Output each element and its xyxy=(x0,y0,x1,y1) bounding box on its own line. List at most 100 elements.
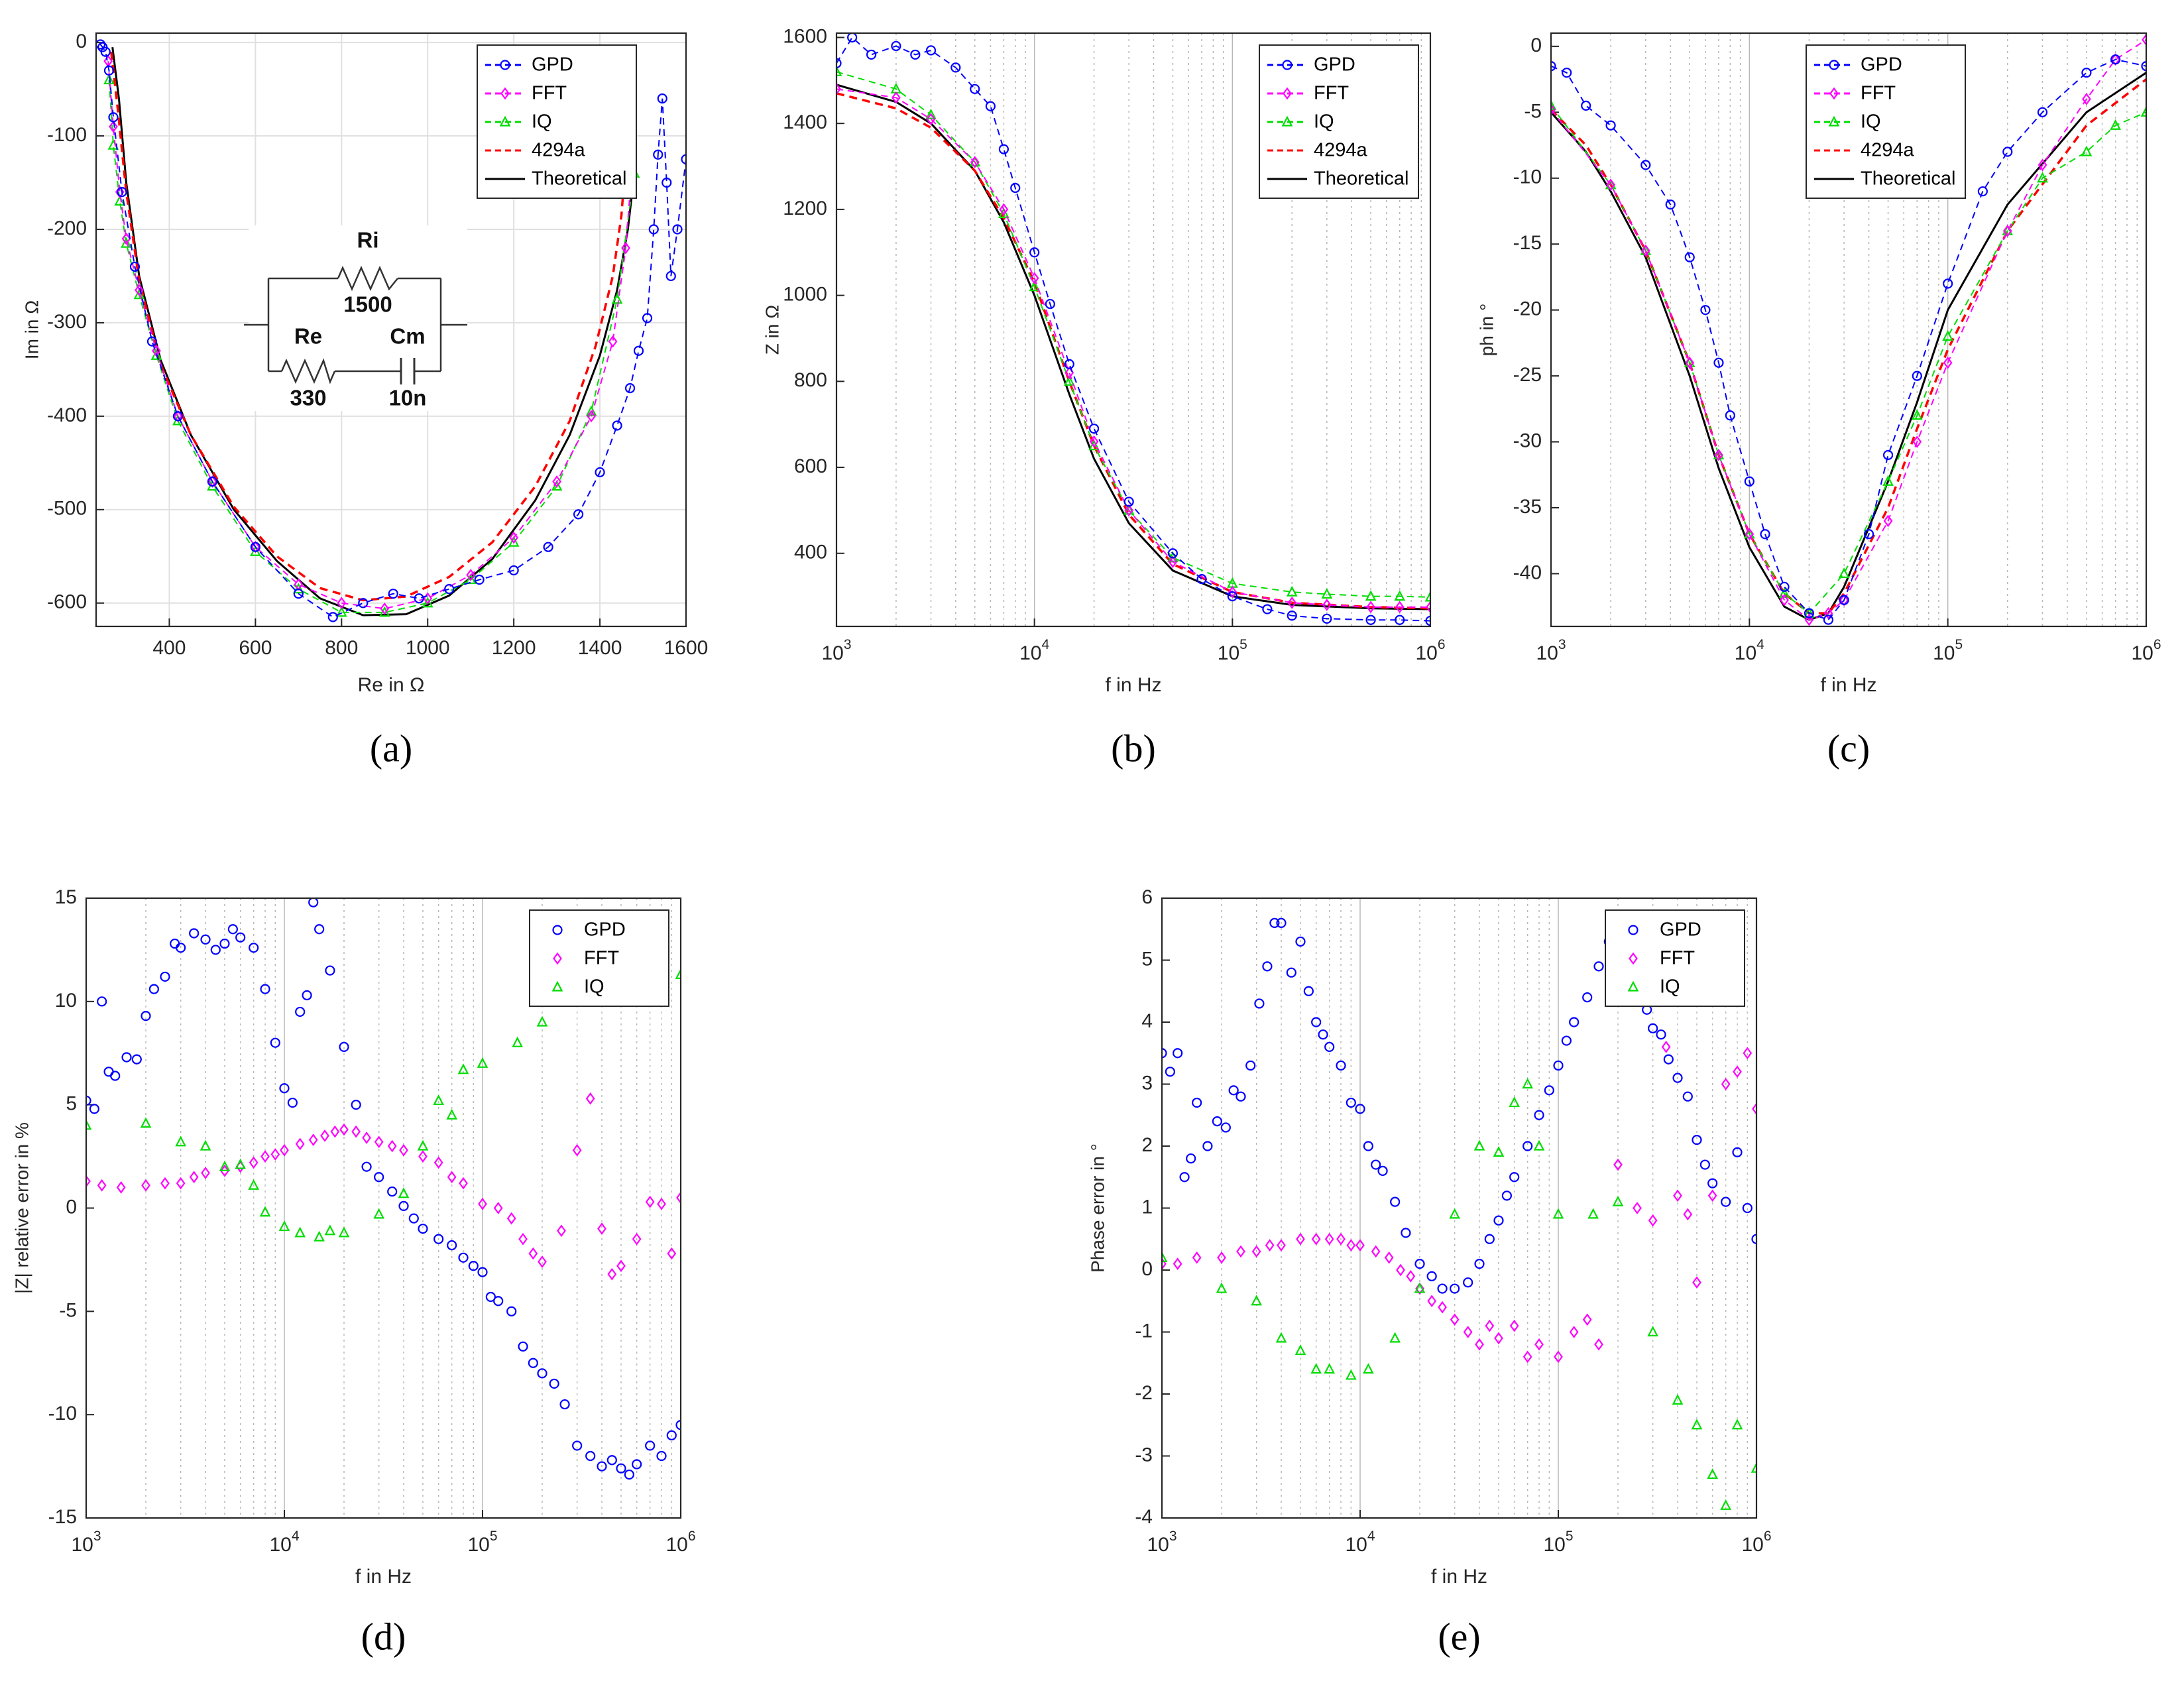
series-fft-point xyxy=(1804,613,1814,626)
series-gpd-point xyxy=(2037,107,2048,117)
series-gpd-point xyxy=(1173,1048,1183,1059)
series-gpd-line xyxy=(99,44,686,618)
series-fft-point xyxy=(645,1195,655,1208)
series-fft-point xyxy=(1943,356,1953,369)
circuit-label-cm: Cm xyxy=(390,324,425,349)
panel-caption: (c) xyxy=(1827,726,1870,770)
series-iq-point xyxy=(1713,449,1725,460)
series-gpd-point xyxy=(200,934,211,945)
series-fft-point xyxy=(1606,178,1615,192)
series-fft-point xyxy=(1661,1041,1671,1053)
series-gpd-point xyxy=(1123,496,1134,507)
series-gpd-point xyxy=(121,1052,132,1063)
series-fft-point xyxy=(2142,33,2146,46)
series-gpd-point xyxy=(493,1296,504,1307)
series-fft-line xyxy=(1551,39,2146,621)
series-iq-point xyxy=(446,1108,457,1120)
y-tick-label: 0 xyxy=(1530,34,1542,56)
legend-label-fft: FFT xyxy=(1660,948,1695,969)
y-tick-label: -1 xyxy=(1135,1320,1153,1342)
series-gpd-point xyxy=(1882,449,1894,461)
axes-box xyxy=(835,32,1432,628)
legend: GPD FFT IQ 4294a Theoretical xyxy=(1806,44,1966,199)
series-iq-point xyxy=(1587,1208,1599,1219)
series-gpd-point xyxy=(1561,1035,1572,1046)
series-gpd-point xyxy=(1286,967,1296,978)
series-gpd-point xyxy=(1426,1271,1437,1281)
series-gpd-point xyxy=(148,984,159,994)
legend-label-iq: IQ xyxy=(532,111,552,133)
series-gpd-point xyxy=(485,1291,496,1303)
series-iq-point xyxy=(969,156,981,167)
y-tick-label: 400 xyxy=(794,542,827,563)
series-gpd-point xyxy=(595,467,605,478)
series-fft-point xyxy=(506,1212,516,1225)
series-iq-point xyxy=(1647,1326,1658,1337)
series-gpd-point xyxy=(1760,529,1770,540)
series-fft-point xyxy=(116,1181,126,1194)
y-tick-label: 1600 xyxy=(783,25,827,47)
series-fft-point xyxy=(1743,1047,1753,1060)
series-gpd-point xyxy=(1276,917,1287,929)
series-gpd-point xyxy=(1732,1147,1743,1157)
series-gpd-point xyxy=(1943,278,1953,289)
legend-marker xyxy=(1627,980,1639,992)
series-iq-point xyxy=(1707,1468,1718,1480)
series-fft-point xyxy=(891,91,901,104)
x-tick-label: 104 xyxy=(1345,1529,1375,1556)
series-fft-point xyxy=(270,1148,280,1161)
series-fft-point xyxy=(676,1191,681,1204)
y-tick-label: 1400 xyxy=(783,111,827,133)
x-tick-label: 105 xyxy=(1543,1529,1573,1556)
series-gpd-point xyxy=(1088,424,1100,434)
series-fft-point xyxy=(97,1179,107,1192)
series-gpd-point xyxy=(1484,1234,1495,1244)
series-gpd-point xyxy=(1863,529,1874,540)
series-gpd-point xyxy=(653,149,663,160)
series-gpd-point xyxy=(633,345,644,356)
series-iq-point xyxy=(314,1230,325,1242)
series-iq-point xyxy=(1493,1145,1505,1157)
series-gpd-point xyxy=(1318,1029,1328,1040)
series-gpd-point xyxy=(1551,61,1556,72)
series-fft-point xyxy=(509,531,519,544)
series-gpd-point xyxy=(998,144,1009,154)
series-gpd-point xyxy=(597,1461,607,1472)
series-gpd-point xyxy=(270,1037,280,1048)
series-fft-point xyxy=(1685,356,1695,369)
series-fft-point xyxy=(999,203,1009,216)
series-fft-point xyxy=(1355,1239,1365,1251)
legend: GPD FFT IQ 4294a Theoretical xyxy=(477,44,637,199)
series-fft-point xyxy=(1823,607,1833,620)
series-fft-point xyxy=(1733,1065,1742,1078)
x-axis-label: f in Hz xyxy=(1820,674,1876,696)
series-gpd-point xyxy=(474,574,485,585)
series-fft-point xyxy=(1371,1245,1381,1258)
series-gpd-point xyxy=(1656,1029,1666,1040)
series-gpd-point xyxy=(308,898,319,907)
series-iq-point xyxy=(1394,590,1406,601)
series-fft-point xyxy=(387,1139,397,1153)
series-gpd-point xyxy=(624,1469,634,1480)
series-gpd-point xyxy=(1425,615,1430,626)
series-gpd-point xyxy=(351,1100,361,1110)
series-gpd-point xyxy=(1287,610,1297,621)
x-tick-label: 1600 xyxy=(664,637,709,659)
series-gpd-point xyxy=(325,965,335,976)
series-gpd-point xyxy=(361,1161,372,1172)
series-gpd-point xyxy=(1192,1097,1202,1108)
series-gpd-point xyxy=(302,990,312,1001)
series-gpd-point xyxy=(374,1172,384,1183)
series-fft-point xyxy=(1251,1245,1261,1258)
x-ticks: 103 104 105 106 xyxy=(71,1510,696,1556)
series-iq-point xyxy=(1088,439,1100,451)
series-iq-point xyxy=(278,1220,290,1232)
series-gpd-point xyxy=(96,39,106,50)
series-fft-point xyxy=(607,1267,617,1281)
y-tick-label: -30 xyxy=(1513,430,1542,451)
x-tick-label: 105 xyxy=(1933,637,1963,664)
series-gpd-point xyxy=(1262,961,1273,972)
series-gpd-point xyxy=(1721,1196,1731,1207)
series-fft-point xyxy=(176,1177,186,1190)
series-gpd-point xyxy=(1377,1165,1388,1177)
